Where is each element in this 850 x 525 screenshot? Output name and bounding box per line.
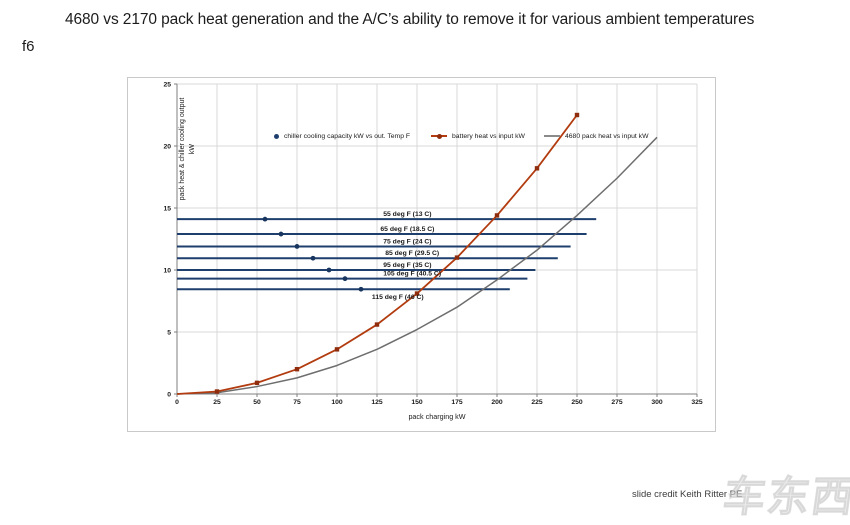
- battery-heat-marker: [534, 166, 540, 171]
- legend-chiller-dot-icon: [274, 133, 279, 139]
- ambient-line-label: 65 deg F (18.5 C): [380, 226, 434, 233]
- x-tick-label: 0: [175, 399, 179, 406]
- chart-panel: 55 deg F (13 C) 65 deg F (18.5 C) 75 deg F…: [127, 77, 716, 432]
- ambient-line-label: 85 deg F (29.5 C): [385, 250, 439, 257]
- x-tick-label: 50: [253, 399, 261, 406]
- axes: [174, 83, 698, 397]
- figure-label: f6: [22, 38, 35, 55]
- ambient-line-labels: 55 deg F (13 C) 65 deg F (18.5 C) 75 deg F…: [372, 211, 441, 301]
- battery-heat-marker: [254, 380, 260, 386]
- ambient-line-label: 55 deg F (13 C): [383, 211, 431, 218]
- battery-heat-marker: [494, 213, 500, 218]
- x-axis-title: pack charging kW: [408, 412, 466, 421]
- x-tick-label: 175: [451, 399, 463, 406]
- y-tick-label: 5: [167, 329, 171, 336]
- legend-chiller-label: chiller cooling capacity kW vs out. Temp…: [284, 132, 411, 140]
- x-tick-label: 225: [531, 399, 543, 406]
- x-tick-labels: 0 25 50 75 100 125 150 175 200 225 250 275 300 325: [175, 399, 703, 406]
- battery-heat-marker: [454, 255, 460, 260]
- chiller-capacity-dot: [262, 216, 268, 222]
- chiller-capacity-dot: [278, 231, 284, 237]
- x-tick-label: 100: [331, 399, 343, 406]
- y-tick-label: 0: [167, 391, 171, 398]
- y-tick-label: 20: [163, 143, 171, 150]
- y-axis-title-text: pack heat & chiller cooling output: [179, 97, 186, 201]
- watermark-logo: 车东西: [720, 473, 850, 521]
- chiller-capacity-dot: [294, 244, 300, 249]
- x-tick-label: 200: [491, 399, 503, 406]
- battery-heat-marker: [374, 322, 380, 327]
- legend-4680-line-icon: [544, 135, 560, 137]
- y-tick-label: 15: [163, 205, 171, 212]
- ambient-line-label: 115 deg F (46 C): [372, 294, 424, 301]
- chiller-capacity-dot: [310, 255, 316, 261]
- legend-battery-marker-icon: [437, 133, 442, 139]
- x-tick-label: 250: [571, 399, 583, 406]
- chiller-capacity-dot: [358, 286, 364, 292]
- x-tick-label: 325: [691, 399, 703, 406]
- battery-heat-marker: [214, 389, 220, 394]
- series-chiller-dots: [262, 216, 364, 292]
- legend-item-chiller: chiller cooling capacity kW vs out. Temp…: [274, 131, 410, 141]
- battery-heat-marker: [574, 112, 580, 118]
- x-tick-label: 150: [411, 399, 423, 406]
- battery-heat-marker: [414, 291, 420, 296]
- y-tick-label: 25: [163, 81, 171, 88]
- ambient-line-label: 105 deg F (40.5 C): [383, 271, 441, 278]
- series-battery-heat: [176, 112, 580, 395]
- y-tick-labels: 0 5 10 15 20 25: [163, 81, 171, 398]
- ambient-line-label: 75 deg F (24 C): [383, 238, 431, 245]
- legend-battery-line-icon: [431, 133, 447, 139]
- legend-item-battery-heat: battery heat vs input kW: [431, 131, 525, 141]
- chart-legend: chiller cooling capacity kW vs out. Temp…: [128, 131, 715, 143]
- y-axis-title: pack heat & chiller cooling output kW: [178, 86, 198, 212]
- ambient-capacity-lines: [177, 218, 597, 291]
- y-tick-label: 10: [163, 267, 171, 274]
- chart-canvas: 55 deg F (13 C) 65 deg F (18.5 C) 75 deg F…: [163, 81, 703, 406]
- chiller-capacity-dot: [342, 276, 348, 282]
- x-tick-label: 75: [293, 399, 301, 406]
- chiller-capacity-dot: [326, 267, 332, 273]
- y-axis-title-unit: kW: [189, 143, 196, 155]
- credit-text: slide credit Keith Ritter PE: [632, 489, 743, 500]
- x-tick-label: 125: [371, 399, 383, 406]
- legend-4680-label: 4680 pack heat vs input kW: [565, 132, 649, 140]
- x-tick-label: 300: [651, 399, 663, 406]
- x-tick-label: 25: [213, 399, 221, 406]
- x-tick-label: 275: [611, 399, 623, 406]
- page-title: 4680 vs 2170 pack heat generation and th…: [65, 11, 755, 28]
- series-4680-pack-heat: [176, 136, 658, 395]
- legend-item-4680-heat: 4680 pack heat vs input kW: [544, 131, 649, 141]
- battery-heat-marker: [294, 367, 300, 372]
- ambient-line-label: 95 deg F (35 C): [383, 262, 431, 269]
- legend-battery-label: battery heat vs input kW: [452, 132, 525, 140]
- battery-heat-marker: [334, 347, 340, 352]
